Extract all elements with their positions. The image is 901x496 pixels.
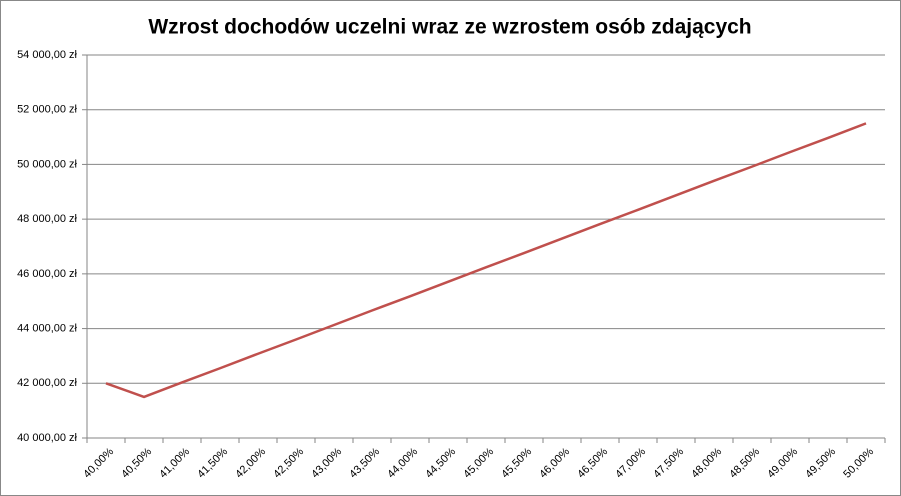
y-tick-label: 40 000,00 zł — [17, 432, 77, 444]
y-tick-label: 44 000,00 zł — [17, 322, 77, 334]
y-tick-label: 46 000,00 zł — [17, 268, 77, 280]
y-tick-label: 50 000,00 zł — [17, 158, 77, 170]
y-tick-label: 48 000,00 zł — [17, 213, 77, 225]
y-tick-label: 52 000,00 zł — [17, 104, 77, 116]
line-series — [105, 122, 867, 399]
y-tick-label: 42 000,00 zł — [17, 377, 77, 389]
chart-title: Wzrost dochodów uczelni wraz ze wzrostem… — [148, 16, 751, 39]
y-tick-label: 54 000,00 zł — [17, 49, 77, 61]
